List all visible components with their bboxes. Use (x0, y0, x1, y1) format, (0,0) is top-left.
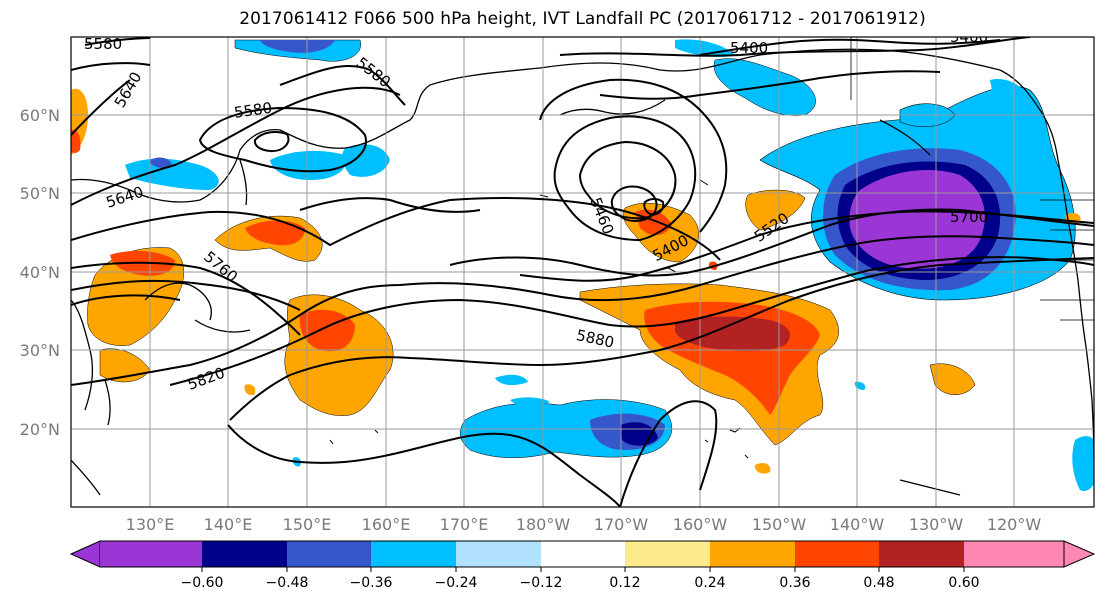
lon-label: 150°E (282, 515, 332, 534)
map-title: 2017061412 F066 500 hPa height, IVT Land… (239, 9, 926, 29)
colorbar-tick-label: 0.24 (694, 575, 726, 591)
contour-label: 5580 (84, 35, 122, 53)
lat-label: 40°N (19, 263, 60, 282)
contour-label: 5400 (730, 39, 768, 57)
colorbar-tick-label: 0.48 (863, 575, 895, 591)
colorbar-tick-label: −0.60 (180, 575, 224, 591)
colorbar (69, 540, 1096, 572)
colorbar-tick-label: −0.48 (265, 575, 309, 591)
colorbar-tick-label: 0.12 (609, 575, 641, 591)
map-panel: 5580 5640 5580 5580 5400 5400 5640 5460 … (71, 28, 1094, 507)
contour-label: 5700 (950, 208, 988, 226)
height-contours (71, 37, 1094, 507)
lon-label: 160°W (672, 515, 728, 534)
lat-label: 30°N (19, 341, 60, 360)
lon-label: 160°E (361, 515, 411, 534)
map-frame (70, 36, 1095, 508)
colorbar-tick-label: 0.60 (948, 575, 980, 591)
lon-label: 120°W (986, 515, 1042, 534)
colorbar-tick-label: −0.12 (519, 575, 563, 591)
lat-label: 50°N (19, 184, 60, 203)
graticule (71, 37, 1094, 507)
lon-label: 170°E (439, 515, 489, 534)
lon-label: 170°W (593, 515, 649, 534)
lat-label: 20°N (19, 420, 60, 439)
colorbar-tick-label: 0.36 (779, 575, 811, 591)
contour-label: 5580 (233, 99, 273, 122)
lon-label: 180°W (515, 515, 571, 534)
colorbar-extend-high (1063, 540, 1096, 568)
colorbar-tick-label: −0.36 (349, 575, 393, 591)
colorbar-extend-low (69, 540, 101, 568)
contour-label: 5400 (950, 28, 988, 46)
borders (850, 37, 1094, 321)
lon-label: 140°E (203, 515, 253, 534)
lon-label: 130°E (125, 515, 175, 534)
lon-label: 130°W (908, 515, 964, 534)
lon-label: 140°W (829, 515, 885, 534)
lat-label: 60°N (19, 106, 60, 125)
colorbar-tick-label: −0.24 (434, 575, 478, 591)
lon-label: 150°W (751, 515, 807, 534)
